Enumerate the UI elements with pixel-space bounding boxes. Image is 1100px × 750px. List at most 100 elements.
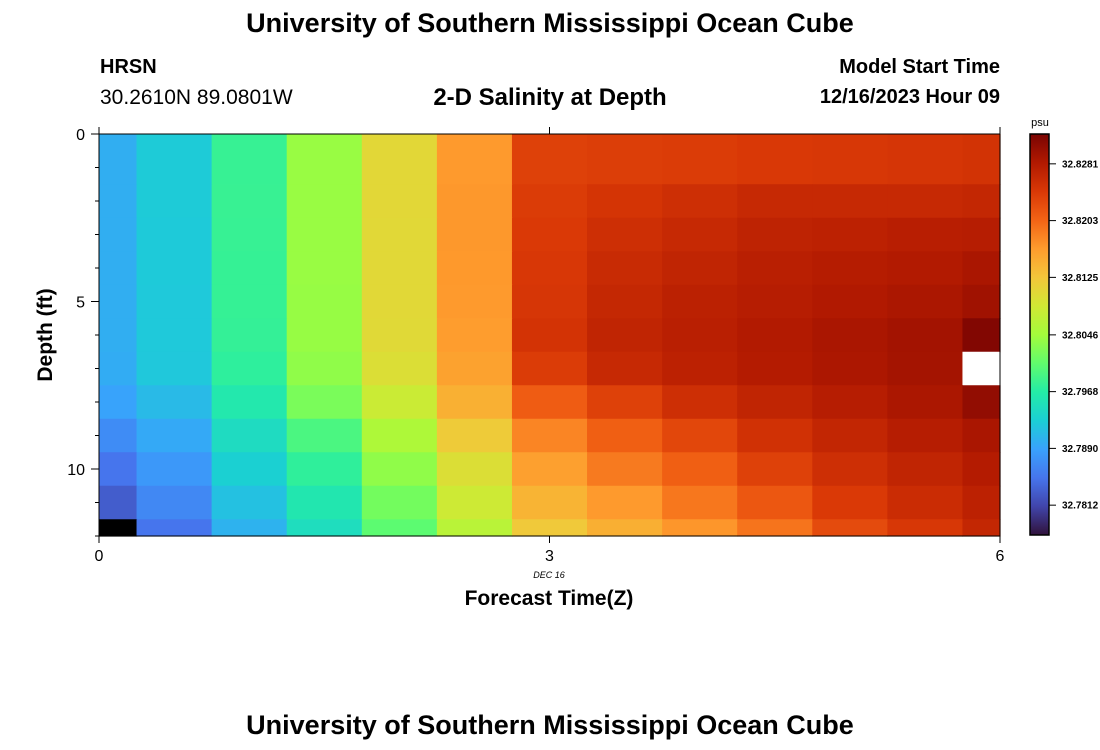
heatmap-cell — [662, 418, 738, 453]
x-tick-label: 0 — [95, 548, 104, 565]
heatmap-cell — [286, 318, 363, 353]
heatmap-cell — [511, 385, 588, 420]
heatmap-cell — [99, 318, 138, 353]
heatmap-cell — [211, 519, 288, 537]
heatmap-cell — [962, 418, 1001, 453]
station-coordinates: 30.2610N 89.0801W — [100, 86, 293, 109]
page-title: University of Southern Mississippi Ocean… — [246, 8, 854, 38]
heatmap-cell — [511, 485, 588, 520]
heatmap-cell — [286, 351, 363, 386]
heatmap-cell — [436, 251, 513, 286]
heatmap-cell — [136, 217, 213, 252]
heatmap-cell — [286, 385, 363, 420]
heatmap-cell — [361, 284, 438, 319]
heatmap-cell — [511, 217, 588, 252]
heatmap-cell — [361, 251, 438, 286]
heatmap-cell — [737, 452, 813, 487]
colorbar-tick-label: 32.8203 — [1062, 216, 1099, 227]
heatmap-cell — [211, 134, 288, 185]
heatmap-cell — [887, 134, 964, 185]
heatmap-cell — [587, 418, 663, 453]
heatmap-cell — [286, 519, 363, 537]
heatmap-cell — [361, 351, 438, 386]
heatmap-cell — [211, 251, 288, 286]
heatmap-cell — [587, 318, 663, 353]
heatmap-cell — [99, 251, 138, 286]
heatmap-cell — [962, 184, 1001, 219]
y-tick-label: 10 — [67, 462, 85, 479]
heatmap-cell — [136, 452, 213, 487]
heatmap-cell — [361, 318, 438, 353]
y-axis-title: Depth (ft) — [34, 288, 57, 381]
heatmap-cell — [737, 318, 813, 353]
heatmap-cell — [737, 284, 813, 319]
heatmap-cell — [136, 184, 213, 219]
heatmap-cell — [587, 385, 663, 420]
heatmap-cell — [662, 452, 738, 487]
heatmap-cell — [587, 452, 663, 487]
colorbar-unit: psu — [1031, 117, 1049, 129]
heatmap-cell — [587, 184, 663, 219]
heatmap-cell — [887, 519, 964, 537]
heatmap-cell — [812, 418, 888, 453]
heatmap-cell — [737, 251, 813, 286]
colorbar — [1029, 133, 1050, 536]
date-label: DEC 16 — [533, 570, 565, 580]
heatmap-cell — [662, 519, 738, 537]
heatmap-cell — [211, 318, 288, 353]
colorbar-tick-label: 32.8125 — [1062, 273, 1099, 284]
heatmap-cell — [286, 485, 363, 520]
heatmap-cell — [812, 452, 888, 487]
heatmap-cell — [662, 485, 738, 520]
heatmap-cell — [887, 485, 964, 520]
x-tick-label: 3 — [545, 548, 554, 565]
heatmap-cell — [136, 485, 213, 520]
model-start-label: Model Start Time — [839, 56, 1000, 78]
x-tick-label: 6 — [996, 548, 1005, 565]
colorbar-tick-label: 32.7968 — [1062, 387, 1099, 398]
heatmap-cell — [662, 184, 738, 219]
heatmap-cell — [737, 134, 813, 185]
heatmap-cell — [211, 284, 288, 319]
heatmap-cell — [962, 385, 1001, 420]
heatmap-cell — [887, 318, 964, 353]
heatmap-cell — [211, 452, 288, 487]
heatmap-cell — [511, 184, 588, 219]
heatmap-cell — [737, 351, 813, 386]
heatmap-cell — [136, 351, 213, 386]
heatmap-cell — [286, 217, 363, 252]
heatmap-cell — [99, 418, 138, 453]
heatmap-cell — [962, 134, 1001, 185]
heatmap-cell — [136, 134, 213, 185]
heatmap-cell — [361, 217, 438, 252]
heatmap-cell — [361, 418, 438, 453]
heatmap-cell — [211, 485, 288, 520]
heatmap-cell — [887, 284, 964, 319]
y-tick-label: 0 — [76, 127, 85, 144]
heatmap-cell — [361, 134, 438, 185]
heatmap-cell — [737, 385, 813, 420]
heatmap-cell — [286, 251, 363, 286]
heatmap-cell — [662, 351, 738, 386]
salinity-heatmap-chart: 0 3 6 0 5 10 DEC 16 Forecast Time(Z) Depth (f… — [34, 117, 1099, 610]
heatmap-cell — [587, 251, 663, 286]
heatmap-cell — [436, 351, 513, 386]
heatmap-cell — [962, 452, 1001, 487]
heatmap-cell — [361, 519, 438, 537]
heatmap-cell — [436, 385, 513, 420]
heatmap-cell — [962, 351, 1001, 386]
heatmap-cell — [887, 184, 964, 219]
heatmap-cell — [286, 134, 363, 185]
heatmap-cell — [587, 351, 663, 386]
heatmap-cell — [361, 385, 438, 420]
heatmap-cell — [812, 485, 888, 520]
heatmap-cell — [436, 217, 513, 252]
heatmap-cell — [962, 217, 1001, 252]
heatmap-cell — [99, 284, 138, 319]
heatmap-cell — [812, 251, 888, 286]
heatmap-cell — [662, 284, 738, 319]
heatmap-cell — [361, 485, 438, 520]
heatmap-cell — [286, 452, 363, 487]
heatmap-cell — [436, 318, 513, 353]
heatmap-cell — [211, 184, 288, 219]
